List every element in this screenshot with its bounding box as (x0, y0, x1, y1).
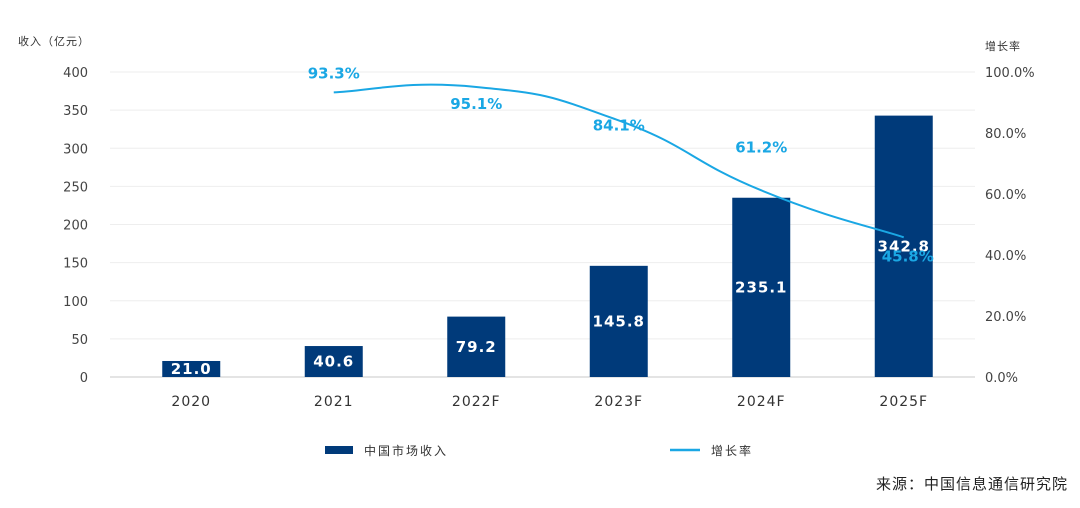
x-tick-label: 2020 (171, 394, 211, 410)
bar (874, 115, 933, 378)
x-tick-label: 2021 (314, 394, 354, 410)
x-tick-label: 2022F (452, 394, 501, 410)
bar (732, 197, 791, 377)
right-axis-ticks: 0.0% 20.0% 40.0% 60.0% 80.0% 100.0% (985, 66, 1035, 386)
x-tick-label: 2023F (594, 394, 643, 410)
left-tick-label: 250 (63, 180, 88, 195)
legend-bar-swatch (325, 446, 353, 454)
x-axis-ticks: 2020 2021 2022F 2023F 2024F 2025F (171, 394, 928, 410)
left-tick-label: 50 (71, 333, 88, 348)
bar (589, 265, 648, 377)
left-tick-label: 200 (63, 219, 88, 234)
growth-value-label: 95.1% (450, 95, 502, 113)
left-tick-label: 100 (63, 295, 88, 310)
right-axis-title: 增长率 (985, 39, 1021, 53)
right-tick-label: 20.0% (985, 310, 1026, 325)
bar-value-label: 79.2 (456, 338, 497, 356)
growth-value-label: 45.8% (882, 247, 934, 265)
bar-series (162, 115, 933, 378)
bar-value-label: 40.6 (313, 353, 354, 371)
growth-value-label: 61.2% (735, 138, 787, 156)
growth-value-label: 84.1% (593, 116, 645, 134)
right-tick-label: 0.0% (985, 371, 1018, 386)
legend-bar-label: 中国市场收入 (364, 443, 448, 458)
x-tick-label: 2025F (879, 394, 928, 410)
growth-value-label: 93.3% (308, 64, 360, 82)
growth-line (333, 83, 905, 239)
left-tick-label: 350 (63, 104, 88, 119)
bar (304, 346, 363, 377)
growth-line-series (333, 83, 905, 239)
right-tick-label: 100.0% (985, 66, 1035, 81)
source-note: 来源：中国信息通信研究院 (876, 475, 1068, 493)
gridlines (110, 71, 975, 378)
left-tick-label: 400 (63, 66, 88, 81)
bar (447, 316, 506, 377)
bar-value-label: 21.0 (171, 360, 212, 378)
data-labels: 21.0 40.6 79.2 145.8 235.1 342.8 93.3% 95.1% 84.… (171, 64, 934, 378)
bar-value-label: 342.8 (878, 237, 930, 255)
bar-value-label: 145.8 (593, 312, 645, 330)
right-tick-label: 60.0% (985, 188, 1026, 203)
left-axis-ticks: 0 50 100 150 200 250 300 350 400 (63, 66, 88, 386)
left-tick-label: 300 (63, 142, 88, 157)
left-axis-title: 收入（亿元） (18, 34, 90, 48)
legend-line-label: 增长率 (711, 443, 753, 458)
bar-value-label: 235.1 (735, 278, 787, 296)
legend: 中国市场收入 增长率 (325, 443, 753, 458)
left-tick-label: 0 (80, 371, 88, 386)
right-tick-label: 40.0% (985, 249, 1026, 264)
bar (162, 360, 221, 377)
left-tick-label: 150 (63, 257, 88, 272)
right-tick-label: 80.0% (985, 127, 1026, 142)
x-tick-label: 2024F (737, 394, 786, 410)
